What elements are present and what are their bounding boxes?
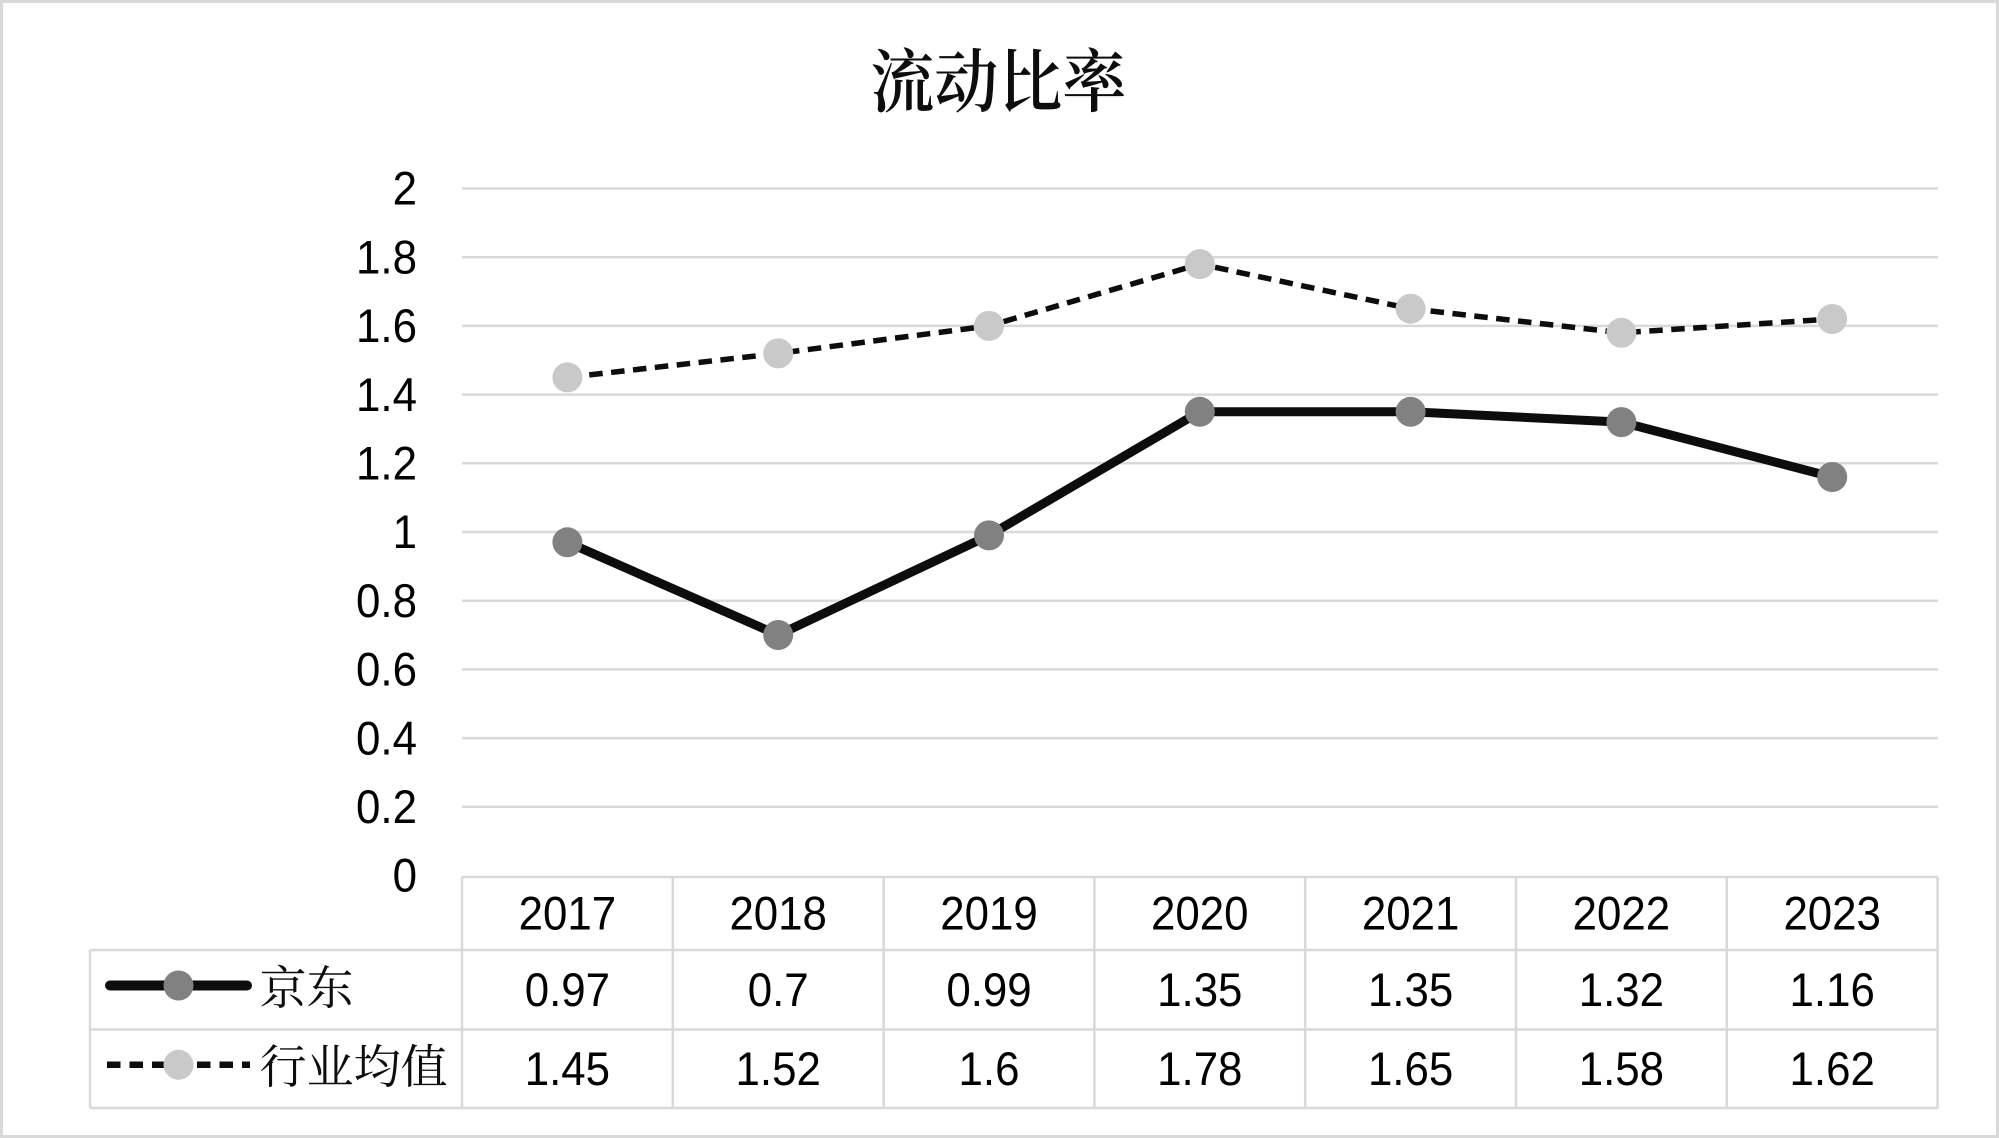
svg-text:1.45: 1.45 (525, 1042, 610, 1095)
svg-text:2023: 2023 (1783, 887, 1881, 940)
svg-text:1.78: 1.78 (1157, 1042, 1242, 1095)
svg-text:0.2: 0.2 (356, 780, 417, 833)
svg-text:0.4: 0.4 (356, 711, 417, 764)
svg-text:1.32: 1.32 (1579, 963, 1664, 1016)
svg-text:1.52: 1.52 (736, 1042, 821, 1095)
svg-text:1.8: 1.8 (356, 230, 417, 283)
svg-text:2: 2 (393, 162, 417, 215)
svg-text:2021: 2021 (1362, 887, 1460, 940)
svg-text:1.58: 1.58 (1579, 1042, 1664, 1095)
svg-text:1.4: 1.4 (356, 368, 417, 421)
svg-text:0: 0 (393, 849, 417, 902)
svg-text:2018: 2018 (729, 887, 827, 940)
svg-text:2022: 2022 (1573, 887, 1671, 940)
svg-text:1.2: 1.2 (356, 437, 417, 490)
svg-text:0.8: 0.8 (356, 574, 417, 627)
svg-text:0.99: 0.99 (946, 963, 1031, 1016)
svg-text:1.16: 1.16 (1790, 963, 1875, 1016)
svg-text:1.65: 1.65 (1368, 1042, 1453, 1095)
svg-text:1.6: 1.6 (356, 299, 417, 352)
svg-text:1.35: 1.35 (1157, 963, 1242, 1016)
svg-text:1.6: 1.6 (959, 1042, 1020, 1095)
svg-text:2020: 2020 (1151, 887, 1249, 940)
svg-text:1.35: 1.35 (1368, 963, 1453, 1016)
svg-text:0.7: 0.7 (748, 963, 809, 1016)
svg-text:2017: 2017 (519, 887, 617, 940)
svg-text:1: 1 (393, 505, 417, 558)
svg-text:1.62: 1.62 (1790, 1042, 1875, 1095)
svg-text:0.97: 0.97 (525, 963, 610, 1016)
svg-text:2019: 2019 (940, 887, 1038, 940)
svg-text:0.6: 0.6 (356, 643, 417, 696)
